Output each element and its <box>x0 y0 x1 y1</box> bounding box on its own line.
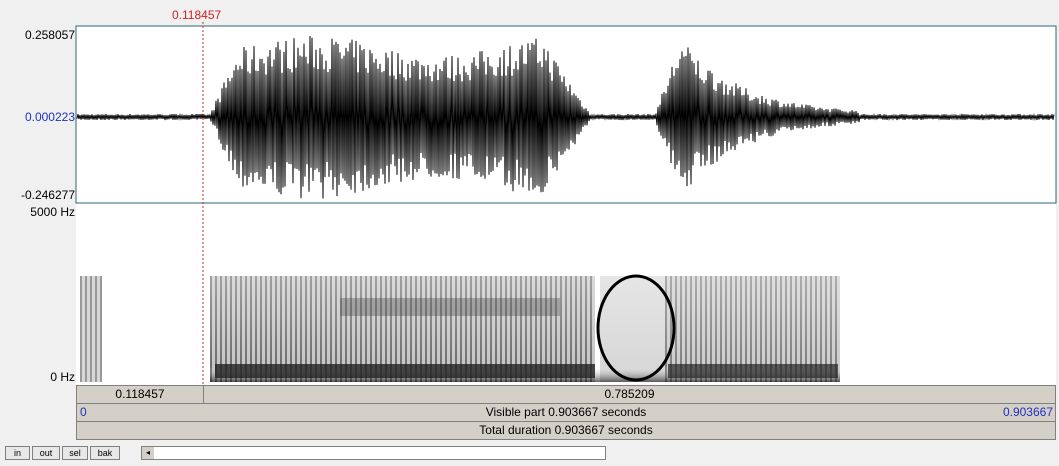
zoom-button[interactable]: sel <box>62 446 88 460</box>
visible-label: Visible part 0.903667 seconds <box>486 405 647 419</box>
scrollbar[interactable]: ◂ <box>141 446 606 460</box>
zoom-button[interactable]: out <box>32 446 60 460</box>
total-row[interactable]: Total duration 0.903667 seconds <box>76 421 1056 440</box>
spec-max: 5000 Hz <box>30 205 75 219</box>
total-label: Total duration 0.903667 seconds <box>479 423 652 437</box>
visible-start: 0 <box>80 404 87 420</box>
cursor-time: 0.118457 <box>172 8 221 22</box>
selection-right[interactable]: 0.785209 <box>203 385 1056 404</box>
wave-max: 0.258057 <box>25 28 75 42</box>
wave-mid: 0.000223 <box>25 110 75 124</box>
spec-min: 0 Hz <box>50 370 75 384</box>
wave-min: -0.246277 <box>21 188 75 202</box>
zoom-button[interactable]: in <box>5 446 30 460</box>
selection-left[interactable]: 0.118457 <box>76 385 204 404</box>
zoom-button[interactable]: bak <box>90 446 120 460</box>
visible-end: 0.903667 <box>1003 404 1053 420</box>
visible-row[interactable]: 0 Visible part 0.903667 seconds 0.903667 <box>76 403 1056 422</box>
praat-editor: 0.118457 0.258057 0.000223 -0.246277 500… <box>0 0 1059 466</box>
